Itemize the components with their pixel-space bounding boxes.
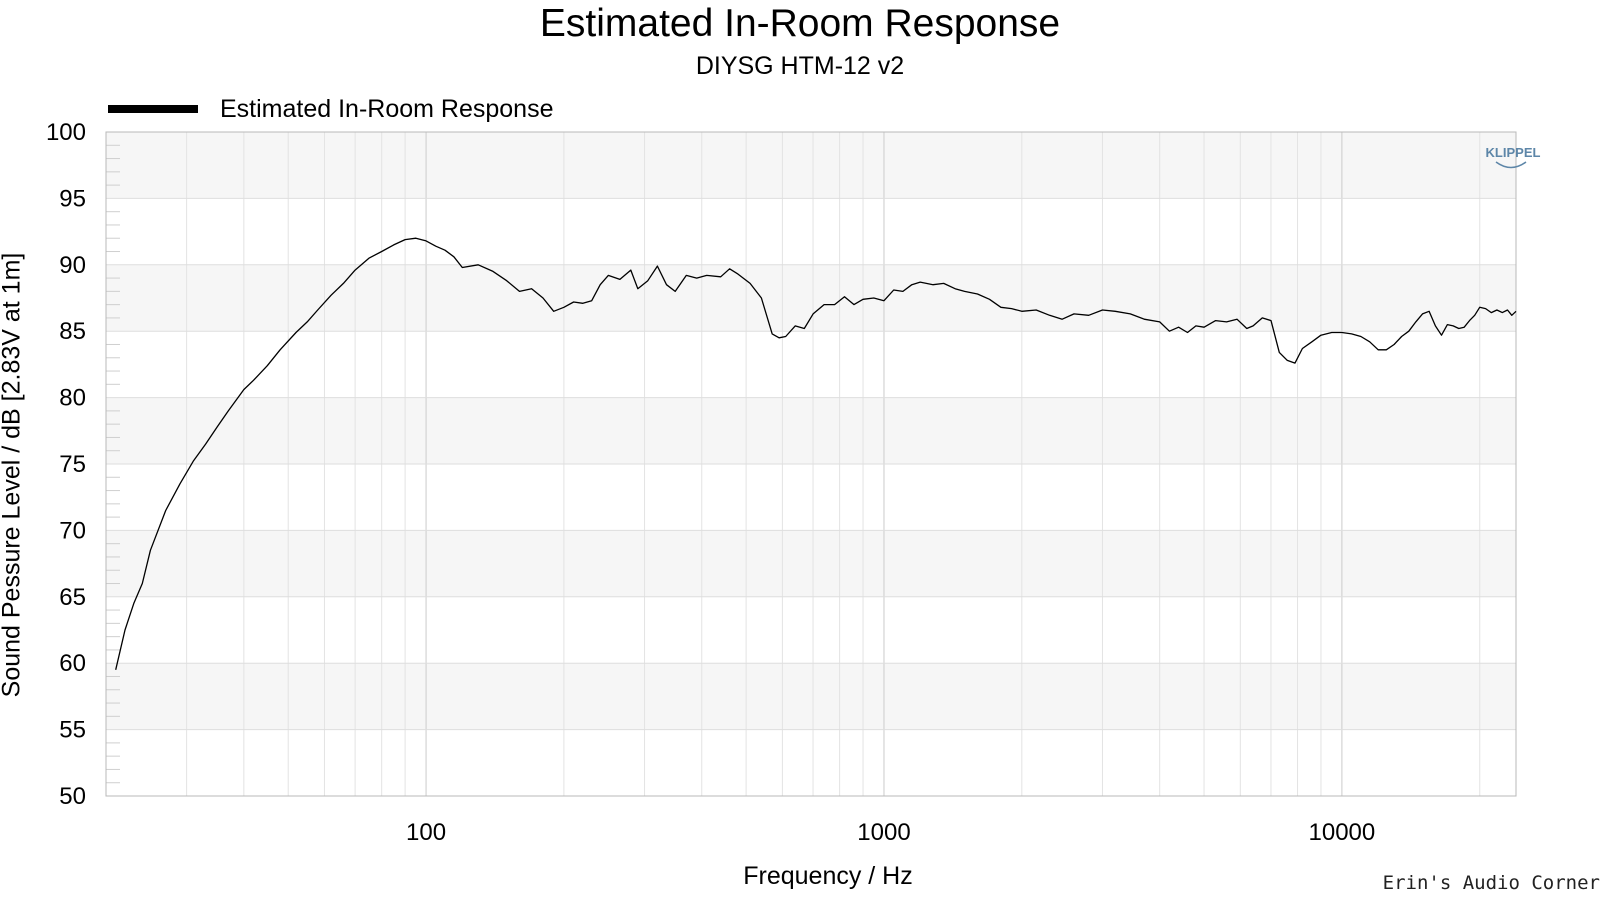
x-tick-label: 100	[406, 819, 446, 846]
band	[106, 397, 1516, 464]
y-axis-label: Sound Pessure Level / dB [2.83V at 1m]	[0, 252, 26, 698]
band	[106, 663, 1516, 730]
y-tick-label: 50	[59, 783, 86, 810]
y-tick-label: 80	[59, 385, 86, 412]
y-tick-label: 65	[59, 584, 86, 611]
band	[106, 264, 1516, 332]
klippel-logo-text: KLIPPEL	[1486, 145, 1541, 160]
legend-label: Estimated In-Room Response	[220, 94, 554, 123]
x-axis-label: Frequency / Hz	[743, 862, 913, 890]
credit-text: Erin's Audio Corner	[1382, 872, 1600, 894]
chart-title: Estimated In-Room Response	[539, 2, 1061, 45]
y-tick-labels: 100 95 90 85 80 75 70 65 60 55 50	[46, 119, 86, 810]
y-tick-label: 55	[59, 717, 86, 744]
y-tick-label: 85	[59, 318, 86, 345]
plot-frame	[105, 131, 1517, 797]
band	[106, 132, 1516, 199]
chart-subtitle: DIYSG HTM-12 v2	[695, 52, 905, 80]
legend: Estimated In-Room Response	[108, 92, 553, 126]
series-group	[115, 237, 1517, 670]
y-tick-label: 60	[59, 650, 86, 677]
series-line	[115, 237, 1517, 670]
y-minor-ticks	[106, 144, 120, 784]
x-tick-label: 1000	[857, 819, 910, 846]
plot-bands	[106, 132, 1516, 730]
x-tick-labels: 100 1000 10000	[406, 819, 1375, 846]
x-tick-label: 10000	[1309, 819, 1376, 846]
band	[106, 530, 1516, 597]
y-tick-label: 95	[59, 185, 86, 212]
legend-swatch	[108, 105, 198, 113]
y-tick-label: 70	[59, 517, 86, 544]
y-tick-label: 90	[59, 252, 86, 279]
y-tick-label: 75	[59, 451, 86, 478]
klippel-logo: KLIPPEL	[1486, 145, 1541, 169]
y-tick-label: 100	[46, 119, 86, 146]
